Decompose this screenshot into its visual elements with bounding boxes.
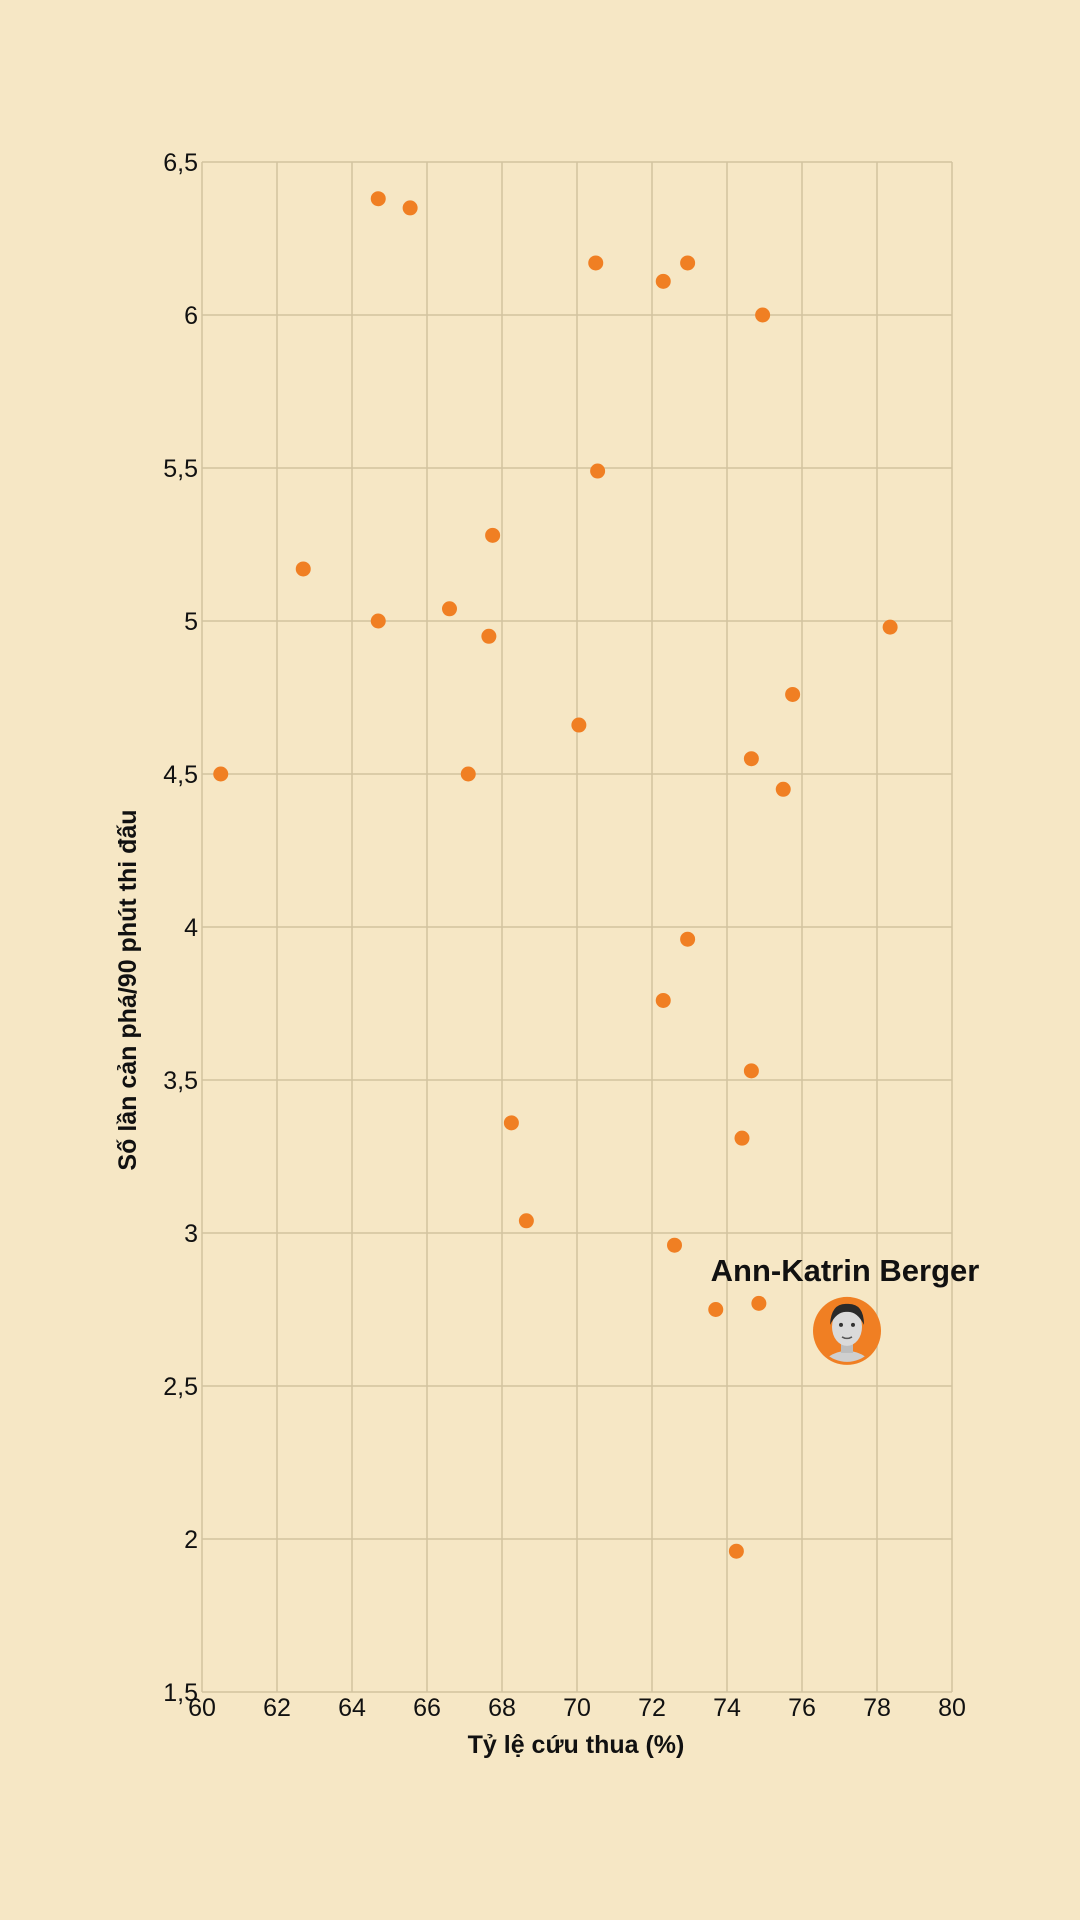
data-point [734, 1130, 750, 1146]
data-point [518, 1213, 534, 1229]
y-tick-label: 4,5 [163, 761, 198, 789]
y-tick-label: 6,5 [163, 149, 198, 177]
data-point [680, 255, 696, 271]
tick-labels: 60 62 64 66 68 70 72 74 76 78 80 1,5 2 2,5 3 3,5 4 4,5 5 5,… [163, 149, 966, 1722]
data-point [785, 686, 801, 702]
x-tick-label: 76 [788, 1694, 816, 1722]
data-point [655, 273, 671, 289]
x-tick-label: 64 [338, 1694, 366, 1722]
data-point [370, 191, 386, 207]
data-point [503, 1115, 519, 1131]
y-tick-label: 6 [184, 302, 198, 330]
data-point [485, 527, 501, 543]
data-point [655, 992, 671, 1008]
x-tick-label: 60 [188, 1694, 216, 1722]
x-axis-title: Tỷ lệ cứu thua (%) [468, 1731, 685, 1759]
data-point [728, 1543, 744, 1559]
portrait-hair [830, 1303, 864, 1325]
data-point [588, 255, 604, 271]
highlight-label: Ann-Katrin Berger [711, 1253, 980, 1288]
data-point [295, 561, 311, 577]
portrait-eye [839, 1322, 843, 1327]
y-tick-label: 3,5 [163, 1067, 198, 1095]
y-tick-label: 5,5 [163, 455, 198, 483]
data-point [213, 766, 229, 782]
data-point [442, 601, 457, 617]
data-points [213, 191, 898, 1559]
data-point [460, 766, 476, 782]
x-tick-label: 70 [563, 1694, 591, 1722]
x-tick-label: 66 [413, 1694, 441, 1722]
y-tick-label: 4 [184, 914, 198, 942]
y-tick-label: 3 [184, 1220, 198, 1248]
x-tick-label: 68 [488, 1694, 516, 1722]
y-tick-label: 2 [184, 1526, 198, 1554]
x-tick-label: 80 [938, 1694, 966, 1722]
data-point [667, 1237, 682, 1253]
highlight-group: Ann-Katrin Berger [711, 1253, 980, 1365]
x-tick-label: 62 [263, 1694, 291, 1722]
data-point [775, 781, 791, 797]
y-tick-label: 1,5 [163, 1679, 198, 1707]
data-point [402, 200, 418, 216]
data-point [571, 717, 587, 733]
data-point [755, 307, 771, 323]
data-point [708, 1302, 724, 1317]
data-point [882, 619, 898, 635]
y-axis-title: Số lần cản phá/90 phút thi đấu [114, 809, 142, 1170]
portrait-mouth [841, 1336, 853, 1340]
portrait-face [832, 1307, 862, 1346]
grid-lines [201, 161, 953, 1693]
portrait-eye [851, 1322, 855, 1327]
data-point [370, 613, 386, 629]
data-point [481, 628, 497, 644]
data-point [751, 1295, 767, 1311]
data-point [590, 463, 606, 479]
y-tick-label: 5 [184, 608, 198, 636]
data-point [743, 751, 759, 767]
data-point [680, 931, 696, 947]
x-tick-label: 72 [638, 1694, 666, 1722]
x-tick-label: 74 [713, 1694, 741, 1722]
y-tick-label: 2,5 [163, 1373, 198, 1401]
x-tick-label: 78 [863, 1694, 891, 1722]
data-point [743, 1063, 759, 1079]
